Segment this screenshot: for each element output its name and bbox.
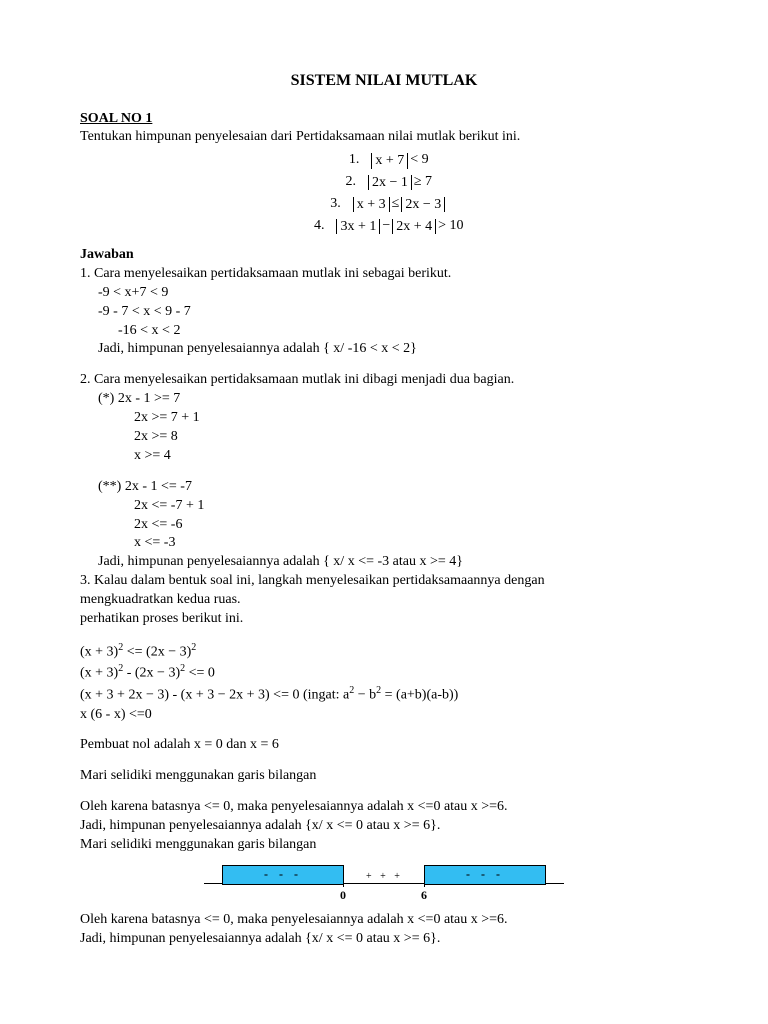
ans2-step: 2x >= 8 — [80, 428, 688, 447]
ans2-intro: 2. Cara menyelesaikan pertidaksamaan mut… — [80, 371, 688, 390]
equation-2: 2. 2x − 1 ≥ 7 — [80, 173, 688, 192]
equation-3: 3. x + 3 ≤ 2x − 3 — [80, 195, 688, 214]
ans3-eq: (x + 3)2 - (2x − 3)2 <= 0 — [80, 662, 688, 684]
ans2-step: 2x >= 7 + 1 — [80, 409, 688, 428]
ans3-eq: (x + 3 + 2x − 3) - (x + 3 − 2x + 3) <= 0… — [80, 684, 688, 706]
problem-heading: SOAL NO 1 — [80, 110, 688, 129]
equation-1: 1. x + 7 < 9 — [80, 151, 688, 170]
ans2-case1: (*) 2x - 1 >= 7 — [80, 390, 688, 409]
tick-6 — [424, 879, 425, 887]
ans1-step: -9 - 7 < x < 9 - 7 — [80, 303, 688, 322]
ans1-step: -9 < x+7 < 9 — [80, 284, 688, 303]
ans2-result: Jadi, himpunan penyelesaiannya adalah { … — [80, 553, 688, 572]
ans3-text: Oleh karena batasnya <= 0, maka penyeles… — [80, 798, 688, 817]
ans3-eq: (x + 3)2 <= (2x − 3)2 — [80, 641, 688, 663]
ans3-intro: 3. Kalau dalam bentuk soal ini, langkah … — [80, 572, 688, 591]
equation-4: 4. 3x + 1 − 2x + 4 > 10 — [80, 217, 688, 236]
ans3-text: Oleh karena batasnya <= 0, maka penyeles… — [80, 911, 688, 930]
tick-label-0: 0 — [340, 887, 346, 903]
ans1-result: Jadi, himpunan penyelesaiannya adalah { … — [80, 340, 688, 359]
tick-label-6: 6 — [421, 887, 427, 903]
ans2-step: 2x <= -6 — [80, 516, 688, 535]
page-title: SISTEM NILAI MUTLAK — [80, 70, 688, 92]
ans3-text: Mari selidiki menggunakan garis bilangan — [80, 836, 688, 855]
ans2-case2: (**) 2x - 1 <= -7 — [80, 478, 688, 497]
negative-region-right: - - - — [424, 865, 546, 885]
positive-region-middle: + + + — [366, 870, 403, 884]
ans3-intro: perhatikan proses berikut ini. — [80, 610, 688, 629]
ans1-step: -16 < x < 2 — [80, 322, 688, 341]
ans1-intro: 1. Cara menyelesaikan pertidaksamaan mut… — [80, 265, 688, 284]
ans3-text: Jadi, himpunan penyelesaiannya adalah {x… — [80, 817, 688, 836]
answer-heading: Jawaban — [80, 246, 688, 265]
ans3-intro: mengkuadratkan kedua ruas. — [80, 591, 688, 610]
ans3-text: Mari selidiki menggunakan garis bilangan — [80, 767, 688, 786]
ans2-step: x >= 4 — [80, 447, 688, 466]
problem-prompt: Tentukan himpunan penyelesaian dari Pert… — [80, 128, 688, 147]
ans3-text: Pembuat nol adalah x = 0 dan x = 6 — [80, 736, 688, 755]
ans2-step: x <= -3 — [80, 534, 688, 553]
ans3-eq: x (6 - x) <=0 — [80, 706, 688, 725]
equation-list: 1. x + 7 < 9 2. 2x − 1 ≥ 7 3. x + 3 ≤ 2x… — [80, 151, 688, 236]
number-line-diagram: - - - + + + - - - 0 6 — [204, 861, 564, 907]
ans3-text: Jadi, himpunan penyelesaiannya adalah {x… — [80, 930, 688, 949]
ans2-step: 2x <= -7 + 1 — [80, 497, 688, 516]
negative-region-left: - - - — [222, 865, 344, 885]
tick-0 — [343, 879, 344, 887]
